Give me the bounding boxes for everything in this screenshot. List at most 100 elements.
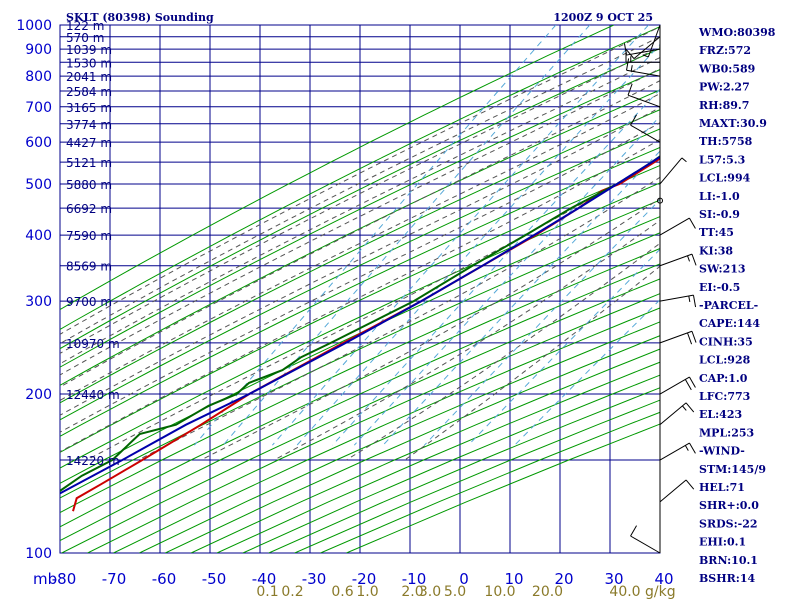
moist-adiabat bbox=[404, 265, 660, 461]
dry-adiabat bbox=[61, 278, 660, 553]
height-label: 14220 m bbox=[66, 454, 120, 468]
index-item: CINH:35 bbox=[699, 335, 753, 348]
height-label: 5121 m bbox=[66, 156, 112, 170]
pressure-tick-label: 500 bbox=[25, 177, 52, 193]
mixing-ratio-label: 5.0 bbox=[444, 584, 466, 600]
wind-barb bbox=[627, 83, 661, 108]
index-item: FRZ:572 bbox=[699, 44, 751, 57]
mixing-ratio-line bbox=[272, 25, 649, 446]
wind-barb bbox=[659, 376, 696, 395]
index-item: LCL:994 bbox=[699, 172, 751, 185]
dry-adiabat bbox=[60, 109, 660, 404]
indices-panel: WMO:80398 FRZ:572 WB0:589 PW:2.27 RH:89.7 MAX… bbox=[698, 26, 776, 585]
index-item: EL:423 bbox=[699, 408, 742, 421]
station-title: SKLT (80398) Sounding bbox=[66, 11, 214, 24]
temperature-tick-label: -50 bbox=[202, 570, 227, 588]
dry-adiabat bbox=[60, 263, 660, 542]
grid-layer bbox=[59, 24, 661, 554]
wind-barb bbox=[659, 294, 697, 308]
index-item: -WIND- bbox=[699, 445, 745, 458]
height-label: 10970 m bbox=[66, 337, 120, 351]
temperature-tick-label: -60 bbox=[152, 570, 177, 588]
dry-adiabats bbox=[60, 25, 660, 553]
mixing-ratio-label: 40.0 bbox=[609, 584, 640, 600]
wind-barb bbox=[625, 50, 660, 63]
temperature-tick-label: -40 bbox=[252, 570, 277, 588]
temperature-tick-label: -10 bbox=[402, 570, 427, 588]
dry-adiabat bbox=[60, 128, 660, 421]
index-item: HEL:71 bbox=[699, 481, 745, 494]
dry-adiabat bbox=[87, 293, 660, 553]
mixing-ratio-label: 0.2 bbox=[281, 584, 303, 600]
moist-adiabat bbox=[60, 26, 660, 335]
pressure-tick-label: 800 bbox=[25, 69, 52, 85]
moist-adiabat bbox=[86, 157, 660, 461]
height-label: 8569 m bbox=[66, 260, 112, 274]
pressure-unit-label: mb bbox=[33, 570, 57, 588]
mixing-ratio-line bbox=[424, 198, 660, 446]
moist-adiabat bbox=[60, 106, 660, 416]
dry-adiabat bbox=[60, 164, 660, 453]
moist-adiabat bbox=[60, 46, 660, 354]
temperature-tick-label: 20 bbox=[554, 570, 573, 588]
wind-barb bbox=[626, 58, 661, 77]
mixing-ratio-label: 10.0 bbox=[484, 584, 515, 600]
index-item: BSHR:14 bbox=[699, 572, 755, 585]
dry-adiabat bbox=[60, 89, 660, 386]
index-item: SI:-0.9 bbox=[699, 208, 740, 221]
index-item: CAP:1.0 bbox=[699, 372, 748, 385]
index-item: KI:38 bbox=[699, 244, 733, 257]
temperature-tick-label: 40 bbox=[654, 570, 673, 588]
wind-barb bbox=[630, 114, 661, 143]
index-item: TH:5758 bbox=[699, 135, 753, 148]
mixing-ratio-line bbox=[222, 25, 591, 446]
index-item: LI:-1.0 bbox=[699, 190, 740, 203]
dry-adiabat bbox=[60, 25, 615, 311]
sounding-time: 1200Z 9 OCT 25 bbox=[553, 11, 653, 24]
moist-adiabat bbox=[60, 138, 660, 453]
wind-barb bbox=[659, 479, 695, 503]
index-item: PW:2.27 bbox=[699, 81, 750, 94]
temperature-tick-label: -30 bbox=[302, 570, 327, 588]
index-item: TT:45 bbox=[699, 226, 734, 239]
mixing-ratio-label: 0.6 bbox=[331, 584, 353, 600]
height-label: 3165 m bbox=[66, 101, 112, 115]
index-item: MPL:253 bbox=[699, 426, 754, 439]
index-item: CAPE:144 bbox=[699, 317, 760, 330]
index-item: L57:5.3 bbox=[699, 153, 745, 166]
wind-barb bbox=[630, 525, 661, 554]
mixing-ratio-label: 2.0 bbox=[401, 584, 423, 600]
sounding-lines bbox=[60, 155, 660, 512]
parcel-line bbox=[60, 155, 660, 495]
wind-profile bbox=[623, 24, 697, 554]
dry-adiabat bbox=[165, 335, 660, 553]
wind-barb bbox=[659, 442, 696, 461]
pressure-tick-label: 100 bbox=[25, 546, 52, 562]
height-label: 1530 m bbox=[66, 56, 112, 70]
height-label: 7590 m bbox=[66, 229, 112, 243]
mixing-ratio-label: 0.1 bbox=[256, 584, 278, 600]
temperature-line bbox=[72, 157, 660, 512]
dry-adiabat bbox=[60, 248, 660, 528]
mixing-ratio-line bbox=[296, 43, 660, 446]
pressure-tick-label: 900 bbox=[25, 42, 52, 58]
wind-barb bbox=[659, 330, 697, 345]
mixing-unit-label: g/kg bbox=[645, 584, 676, 600]
temperature-tick-label: -70 bbox=[102, 570, 127, 588]
height-label: 570 m bbox=[66, 31, 104, 45]
index-item: MAXT:30.9 bbox=[699, 117, 767, 130]
dry-adiabat bbox=[60, 26, 660, 330]
wind-barb bbox=[659, 253, 697, 267]
index-item: SHR+:0.0 bbox=[699, 499, 759, 512]
height-label: 5880 m bbox=[66, 178, 112, 192]
height-label: 9700 m bbox=[66, 295, 112, 309]
pressure-tick-label: 300 bbox=[25, 294, 52, 310]
index-item: WMO:80398 bbox=[698, 26, 776, 39]
dry-adiabat bbox=[60, 69, 660, 368]
wind-barb bbox=[659, 157, 687, 185]
index-item: LCL:928 bbox=[699, 354, 751, 367]
dry-adiabat bbox=[60, 216, 660, 499]
index-item: LFC:773 bbox=[699, 390, 750, 403]
